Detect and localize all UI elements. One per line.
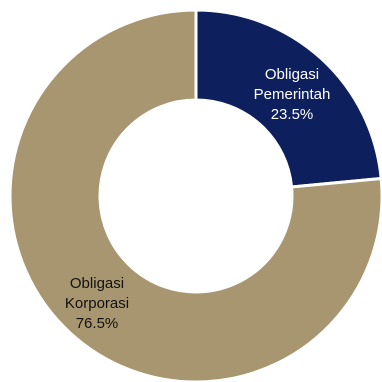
donut-slice-1 (8, 8, 382, 382)
slice-name-label-0-0: Obligasi (265, 66, 319, 83)
slice-value-label-0: 23.5% (271, 106, 314, 123)
slice-name-label-1-0: Obligasi (70, 275, 124, 292)
slice-name-label-0-1: Pemerintah (254, 86, 331, 103)
slice-name-label-1-1: Korporasi (65, 295, 129, 312)
donut-slice-0 (194, 8, 382, 189)
slice-value-label-1: 76.5% (76, 315, 119, 332)
